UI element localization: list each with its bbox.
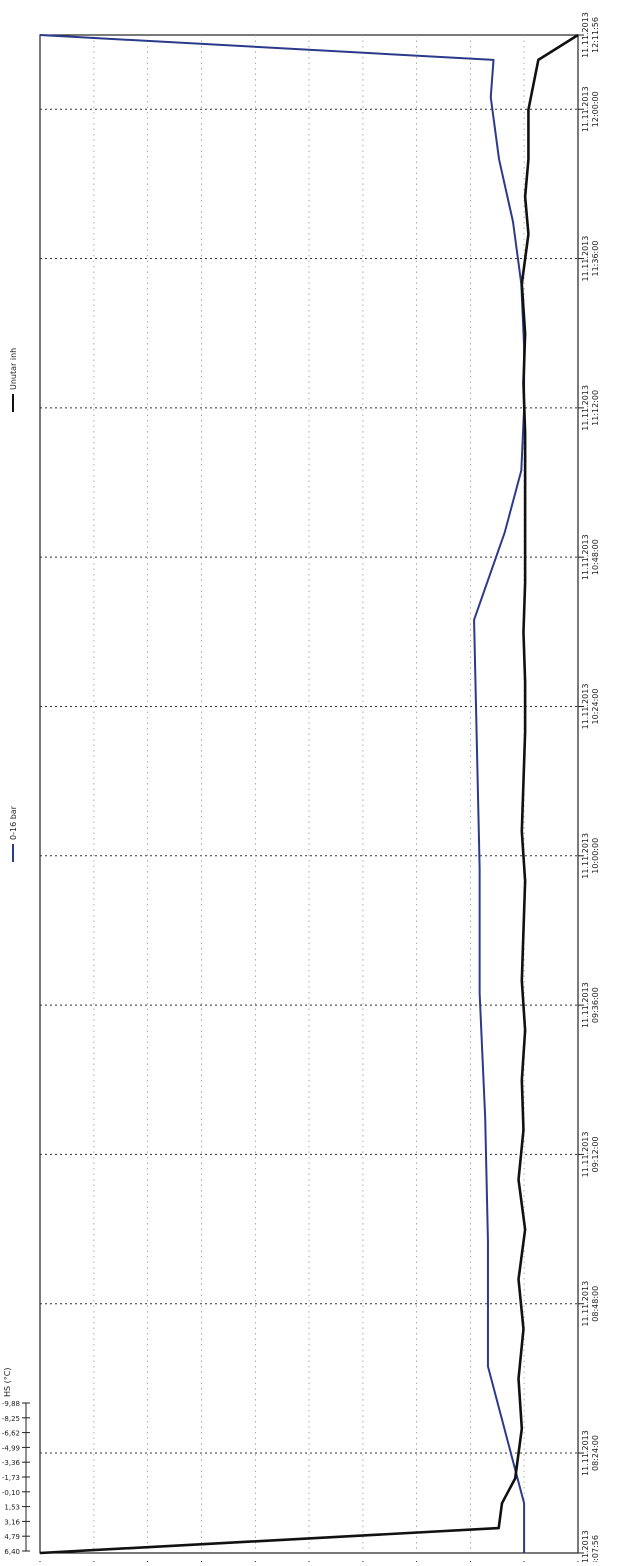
time-tick-time: 10:48:00 [591, 539, 600, 575]
hs-tick-label: -8,25 [2, 1415, 20, 1423]
time-tick-label: 11.11.2013 08:24:00 [581, 1430, 600, 1476]
legend-item: 0-16 bar [9, 805, 18, 862]
hs-axis-title-group: HS (°C) [3, 1368, 12, 1397]
time-tick-time: 12:11:56 [591, 17, 600, 53]
time-tick-label: 11.11.2013 08:07:56 [581, 1530, 600, 1566]
time-tick-label: 11.11.2013 09:36:00 [581, 982, 600, 1028]
time-tick-date: 11.11.2013 [581, 12, 590, 58]
time-tick-time: 10:00:00 [591, 838, 600, 874]
time-tick-time: 12:00:00 [591, 91, 600, 127]
legend-item: Unutar inh [9, 348, 18, 412]
hs-tick-label: -9,88 [2, 1400, 20, 1408]
hs-tick-label: 1,53 [4, 1504, 20, 1512]
time-tick-time: 09:36:00 [591, 987, 600, 1023]
time-tick-date: 11.11.2013 [581, 385, 590, 431]
time-tick-label: 11.11.2013 10:00:00 [581, 833, 600, 879]
series-group [39, 33, 579, 1555]
time-tick-label: 11.11.2013 10:24:00 [581, 684, 600, 730]
time-tick-date: 11.11.2013 [581, 1530, 590, 1562]
legend-label: Unutar inh [9, 348, 18, 390]
time-tick-time: 08:48:00 [591, 1286, 600, 1322]
time-tick-time: 11:12:00 [591, 390, 600, 426]
hs-axis-title: HS (°C) [3, 1368, 12, 1397]
series-line-temperature [39, 33, 579, 1555]
time-tick-label: 11.11.2013 08:48:00 [581, 1281, 600, 1327]
time-tick-label: 11.11.2013 12:00:00 [581, 86, 600, 132]
time-tick-time: 10:24:00 [591, 689, 600, 725]
time-tick-date: 11.11.2013 [581, 982, 590, 1028]
hs-tick-label: -3,36 [2, 1459, 21, 1467]
time-tick-date: 11.11.2013 [581, 1281, 590, 1327]
series-line-pressure [39, 34, 526, 1553]
time-tick-label: 11.11.2013 11:36:00 [581, 236, 600, 282]
time-tick-time: 08:24:00 [591, 1435, 600, 1471]
time-tick-label: 11.11.2013 11:12:00 [581, 385, 600, 431]
hs-tick-label: -4,99 [2, 1444, 20, 1452]
hs-tick-label: 6,40 [4, 1548, 20, 1556]
time-tick-time: 08:07:56 [591, 1535, 600, 1562]
hs-tick-label: -0,10 [2, 1489, 20, 1497]
time-tick-date: 11.11.2013 [581, 1430, 590, 1476]
time-tick-date: 11.11.2013 [581, 86, 590, 132]
time-tick-label: 11.11.2013 12:11:56 [581, 12, 600, 58]
hs-tick-label: 4,79 [4, 1533, 20, 1541]
time-tick-label: 11.11.2013 10:48:00 [581, 534, 600, 580]
time-tick-label: 11.11.2013 09:12:00 [581, 1132, 600, 1178]
hs-tick-label: -6,62 [2, 1430, 20, 1438]
legend-label: 0-16 bar [9, 805, 18, 840]
time-tick-time: 11:36:00 [591, 241, 600, 277]
time-tick-time: 09:12:00 [591, 1136, 600, 1172]
time-tick-date: 11.11.2013 [581, 236, 590, 282]
time-tick-date: 11.11.2013 [581, 684, 590, 730]
time-tick-date: 11.11.2013 [581, 833, 590, 879]
time-tick-date: 11.11.2013 [581, 534, 590, 580]
time-tick-date: 11.11.2013 [581, 1132, 590, 1178]
hs-tick-label: 3,16 [4, 1518, 20, 1526]
grid-lines [40, 34, 584, 1554]
hs-tick-label: -1,73 [2, 1474, 20, 1482]
